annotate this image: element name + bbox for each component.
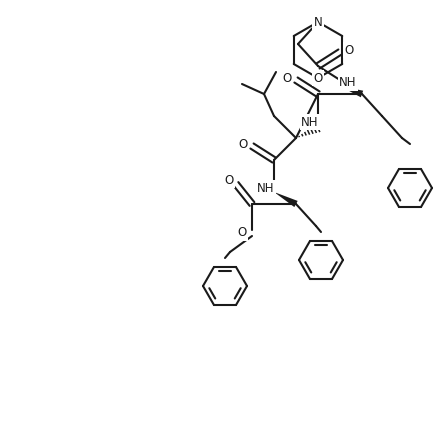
- Polygon shape: [340, 86, 363, 97]
- Text: O: O: [282, 72, 292, 84]
- Text: NH: NH: [257, 181, 275, 195]
- Text: O: O: [237, 227, 247, 239]
- Text: O: O: [344, 43, 354, 57]
- Text: N: N: [314, 15, 322, 29]
- Polygon shape: [274, 192, 297, 207]
- Text: O: O: [238, 138, 248, 150]
- Text: NH: NH: [301, 115, 319, 129]
- Text: O: O: [224, 173, 234, 187]
- Text: O: O: [314, 72, 322, 84]
- Text: NH: NH: [339, 77, 357, 89]
